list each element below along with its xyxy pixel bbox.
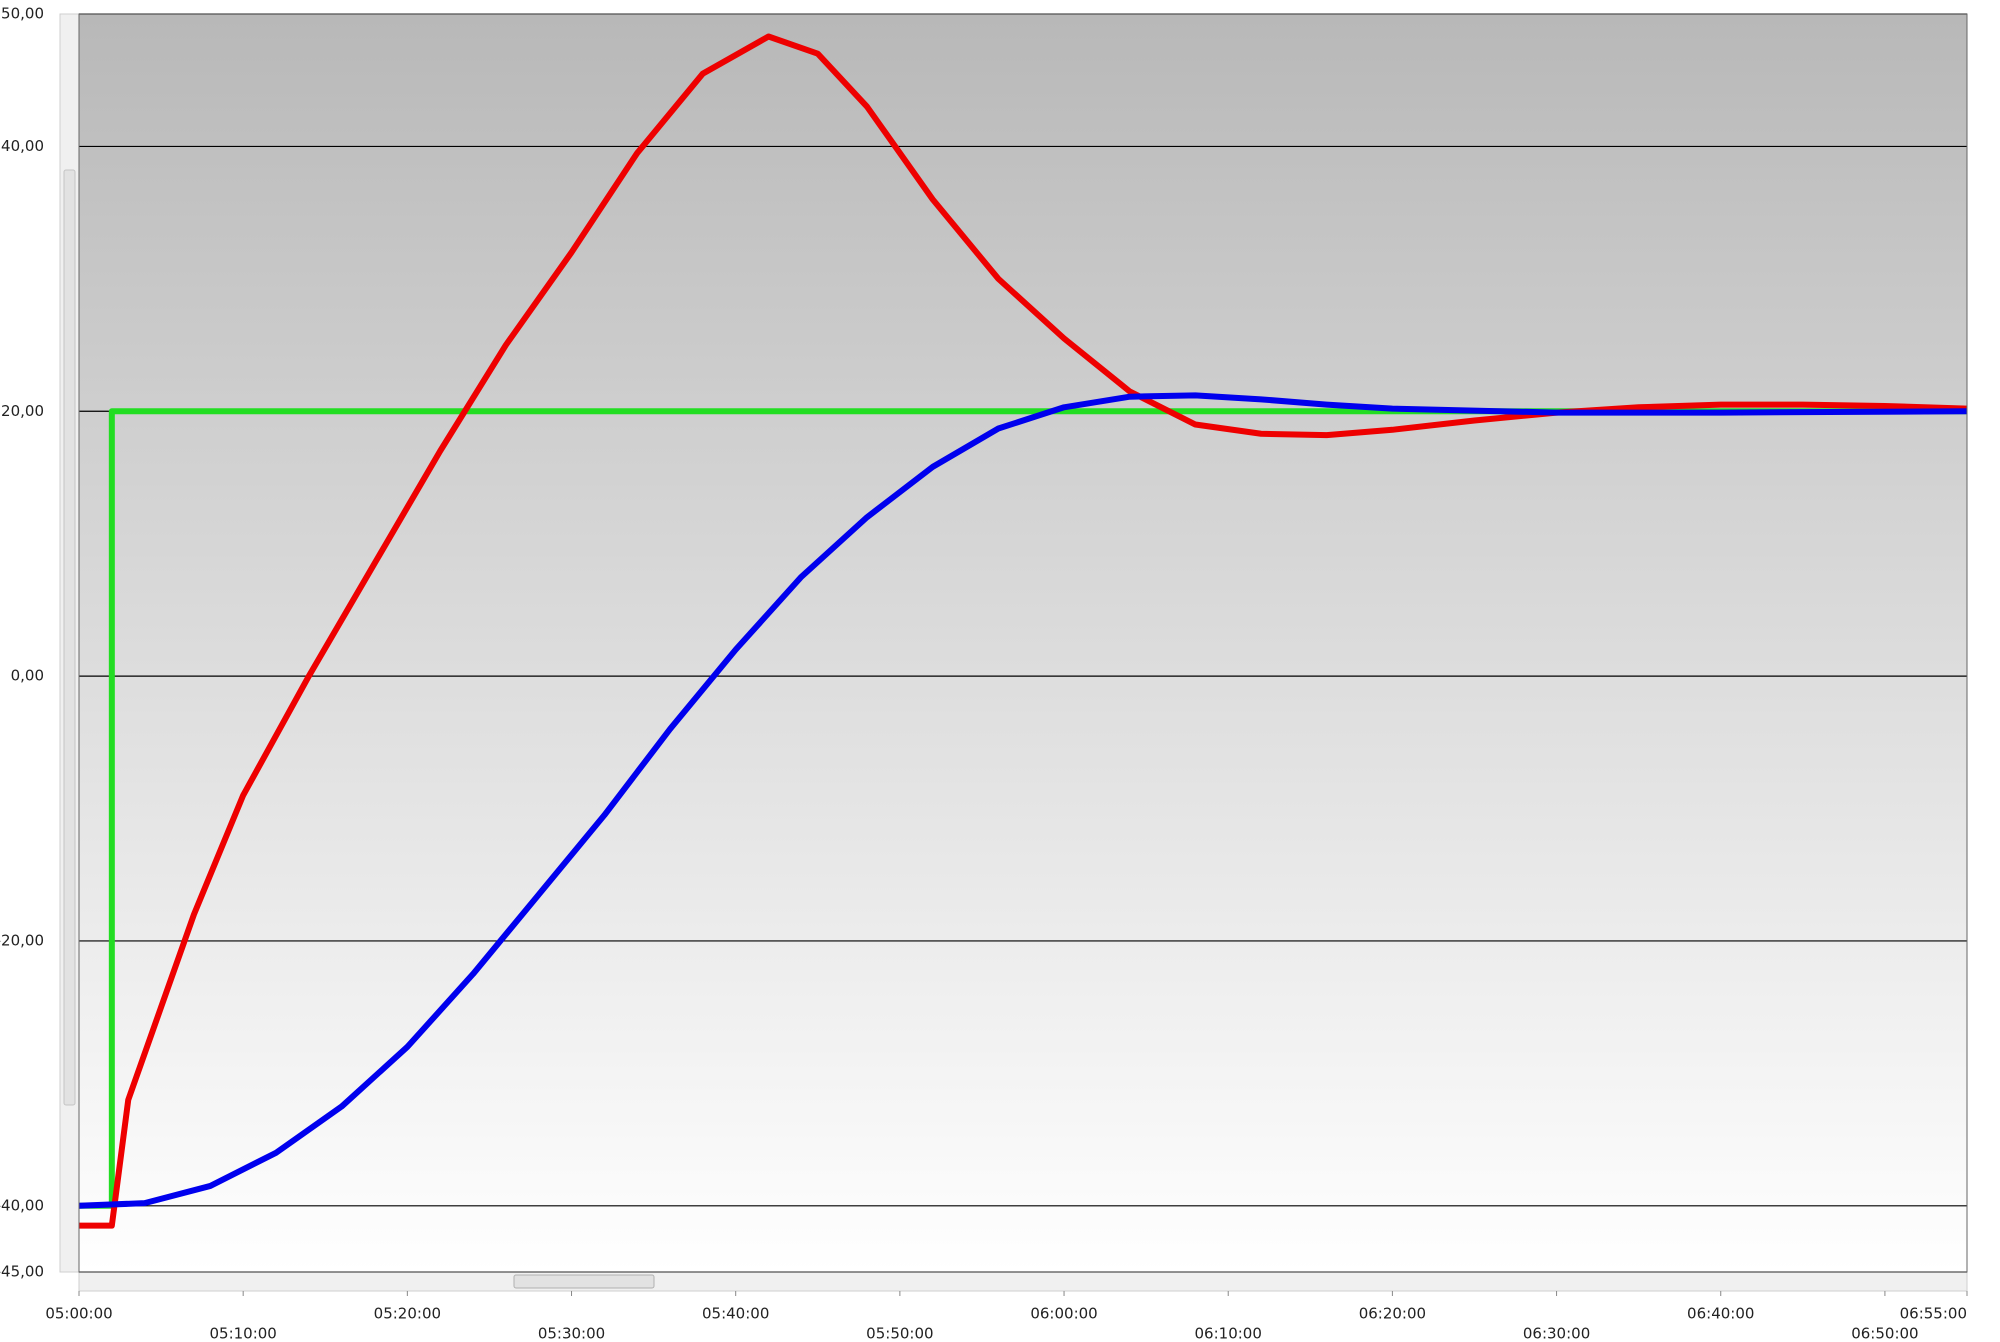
- horizontal-scroll-thumb[interactable]: [513, 1274, 655, 1289]
- x-tick-label: 05:40:00: [702, 1305, 769, 1323]
- y-tick-label: 50,00: [1, 5, 44, 23]
- axis-labels: 50,00 40,00 20,00 0,00 -20,00 -40,00 -45,00 05:…: [0, 5, 1967, 1342]
- x-tick-label: 06:30:00: [1523, 1325, 1590, 1342]
- x-tick-label: 05:30:00: [538, 1325, 605, 1342]
- plot-background: [79, 14, 1967, 1272]
- x-tick-label: 05:50:00: [866, 1325, 933, 1342]
- x-tick-label: 05:20:00: [374, 1305, 441, 1323]
- x-tick-label: 06:55:00: [1900, 1305, 1967, 1323]
- y-tick-label: -45,00: [0, 1263, 44, 1281]
- y-tick-label: 0,00: [11, 667, 44, 685]
- series-line: [78, 392, 1968, 1209]
- horizontal-scrollbar[interactable]: [78, 1271, 1968, 1292]
- y-tick-label: -20,00: [0, 931, 44, 949]
- x-tick-label: 05:00:00: [45, 1305, 112, 1323]
- y-tick-label: 40,00: [1, 137, 44, 155]
- series-lines: [78, 33, 1968, 1229]
- x-tick-label: 06:20:00: [1359, 1305, 1426, 1323]
- x-tick-label: 06:00:00: [1030, 1305, 1097, 1323]
- y-tick-label: -40,00: [0, 1196, 44, 1214]
- x-tick-label: 06:10:00: [1195, 1325, 1262, 1342]
- plot-border: [78, 13, 1968, 1273]
- x-tick-label: 06:40:00: [1687, 1305, 1754, 1323]
- x-tick-label: 06:50:00: [1851, 1325, 1918, 1342]
- vertical-scroll-thumb[interactable]: [63, 169, 76, 1106]
- x-tick-label: 05:10:00: [209, 1325, 276, 1342]
- y-tick-label: 20,00: [1, 402, 44, 420]
